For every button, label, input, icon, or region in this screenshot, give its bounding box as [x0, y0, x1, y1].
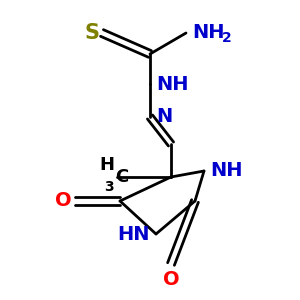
Text: N: N — [156, 107, 172, 127]
Text: O: O — [163, 270, 179, 289]
Text: 3: 3 — [104, 180, 114, 194]
Text: NH: NH — [192, 23, 224, 43]
Text: H: H — [99, 156, 114, 174]
Text: C: C — [116, 168, 129, 186]
Text: NH: NH — [156, 74, 188, 94]
Text: HN: HN — [118, 224, 150, 244]
Text: 2: 2 — [222, 32, 232, 45]
Text: O: O — [56, 191, 72, 211]
Text: S: S — [84, 23, 99, 43]
Text: NH: NH — [210, 161, 242, 181]
